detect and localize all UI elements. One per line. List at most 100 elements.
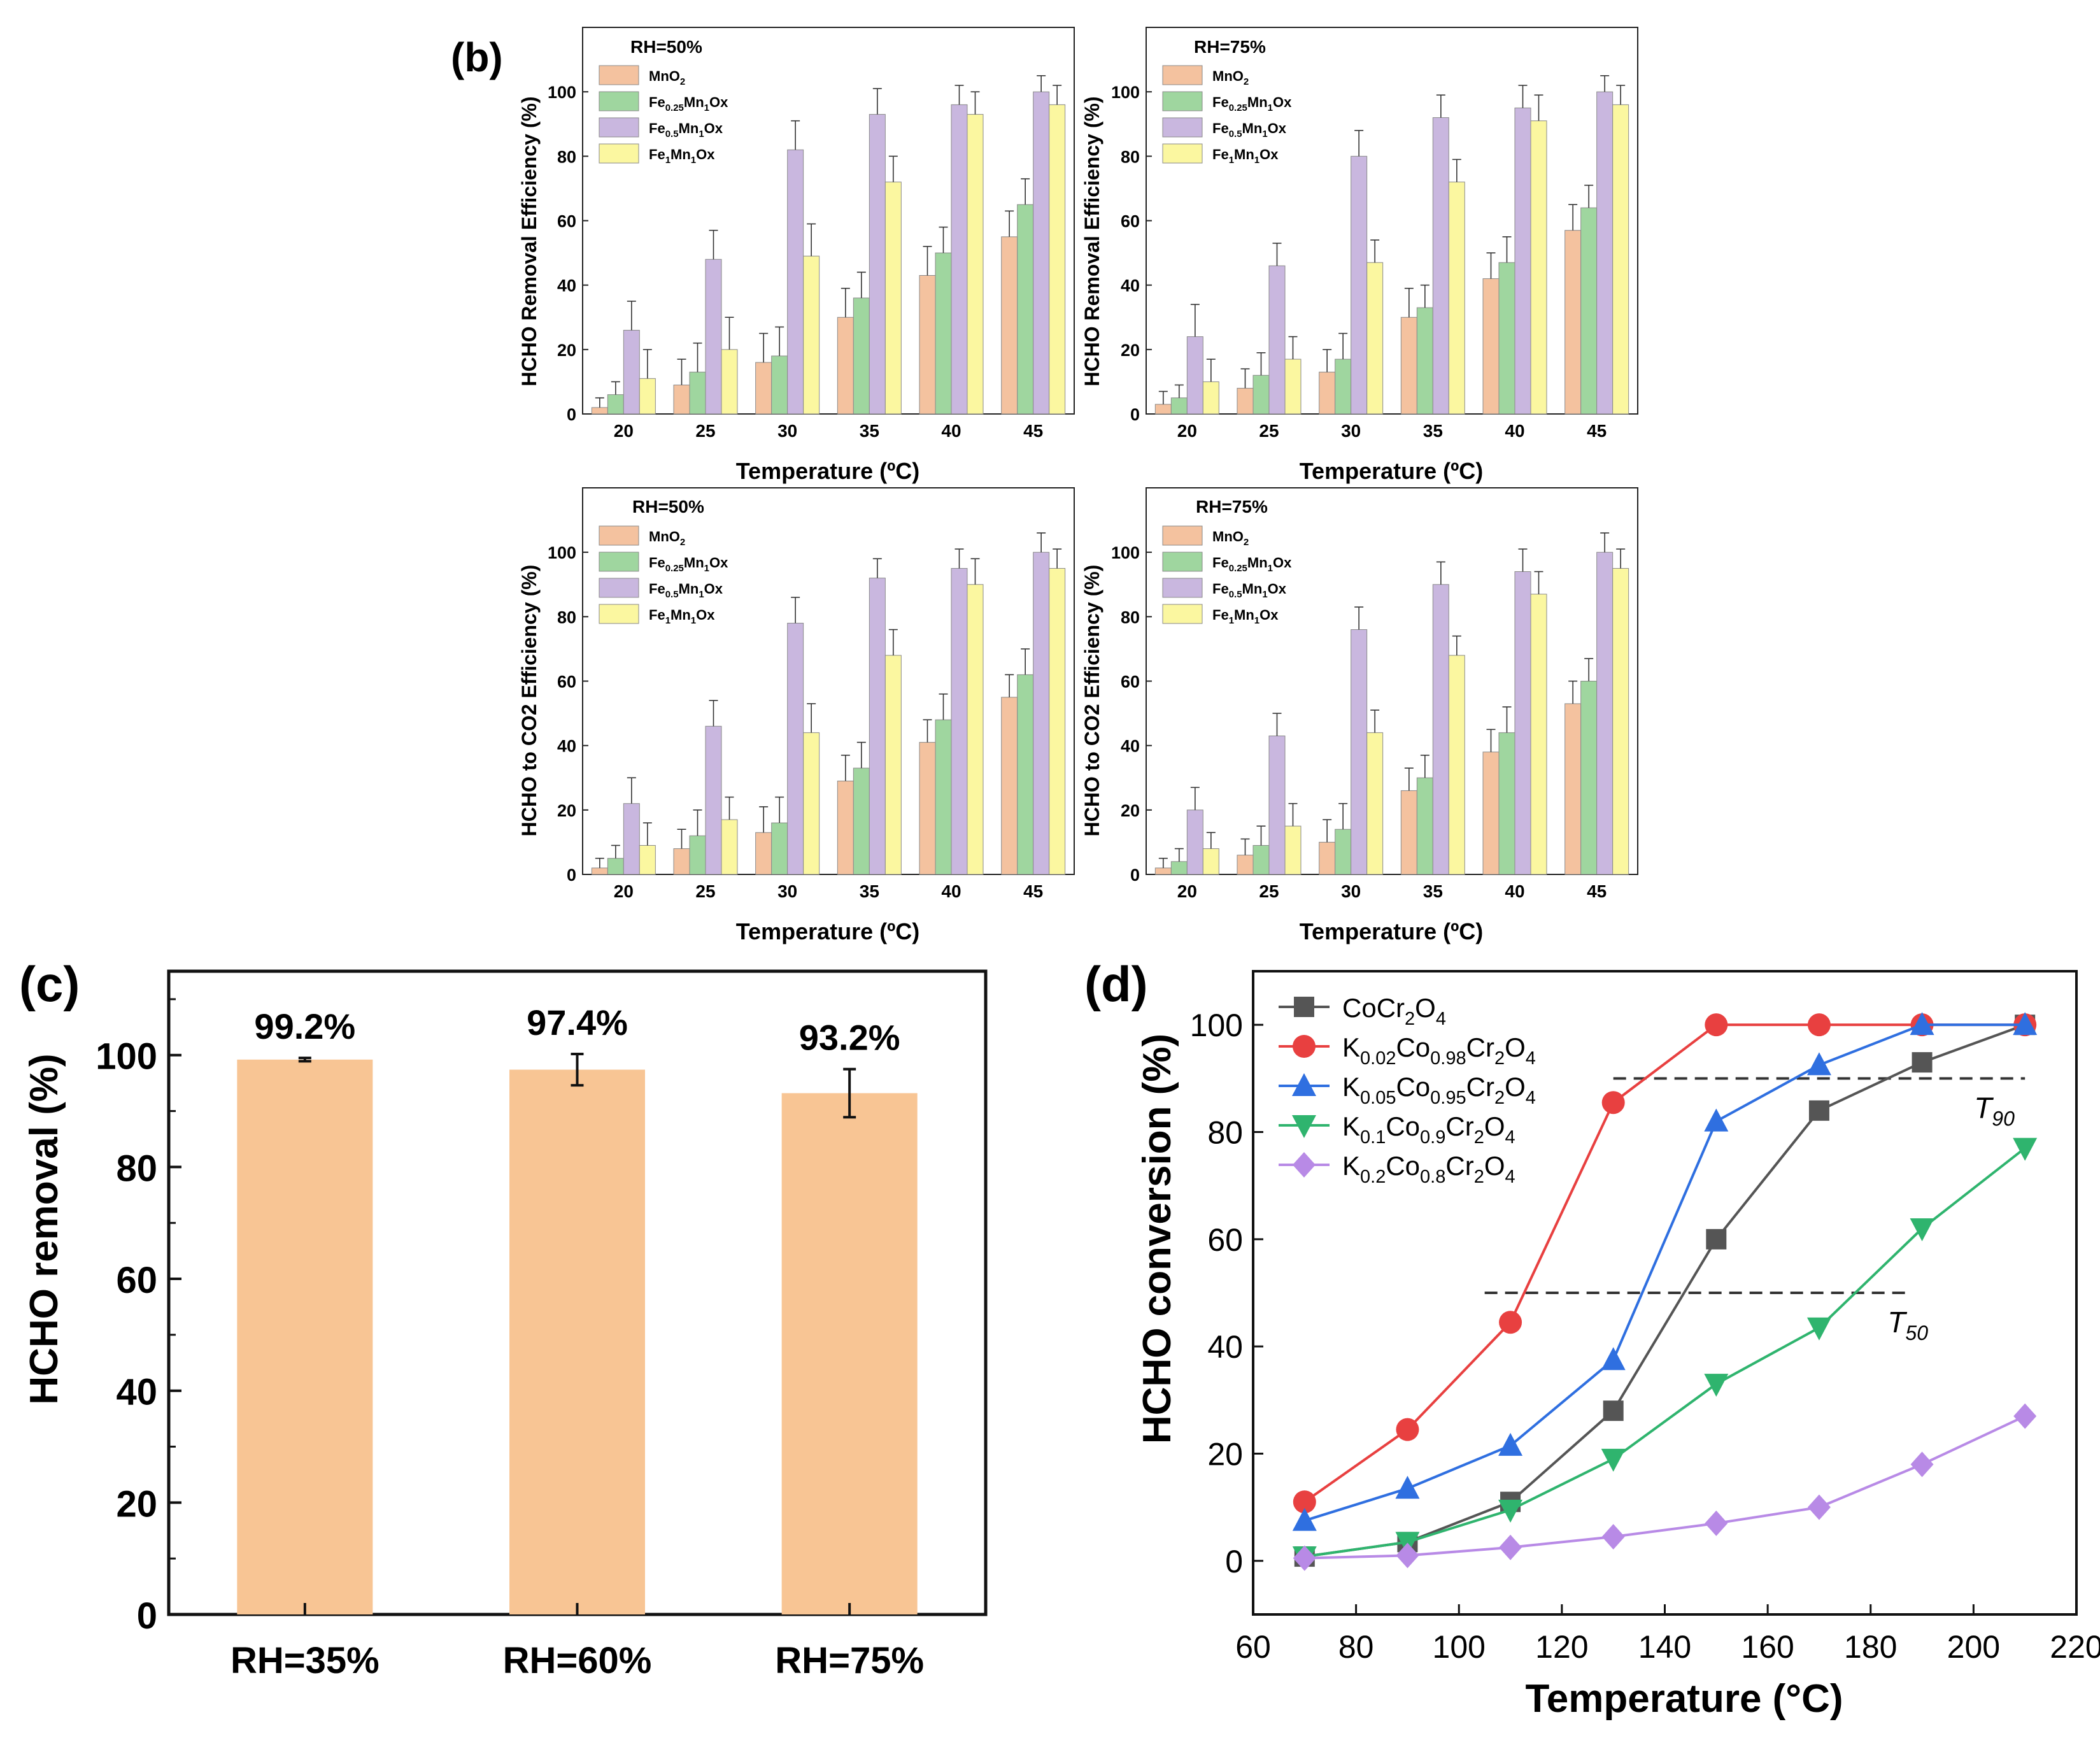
data-point xyxy=(1706,1229,1727,1250)
chart-b-co2-rh75: RH=75% Temperature (ºC) HCHO to CO2 Effi… xyxy=(1081,487,1638,944)
bar xyxy=(1580,681,1598,875)
bar xyxy=(1284,359,1302,415)
bar xyxy=(1416,777,1433,875)
data-point xyxy=(1292,1507,1317,1531)
legend-swatch xyxy=(1162,525,1203,546)
y-tick-label: 40 xyxy=(1121,276,1140,296)
bar xyxy=(1001,697,1018,875)
legend-label: Fe0.5​Mn1​Ox xyxy=(649,120,723,139)
x-axis-title: Temperature (ºC) xyxy=(736,458,920,484)
bar xyxy=(781,1093,918,1614)
y-tick-label: 20 xyxy=(557,341,576,360)
y-axis-title: HCHO removal (%) xyxy=(22,1053,66,1404)
y-tick-label: 80 xyxy=(1207,1115,1243,1151)
bar xyxy=(803,255,820,415)
bar xyxy=(1596,91,1614,415)
bar xyxy=(1335,829,1352,875)
x-tick-label: 80 xyxy=(1338,1629,1374,1665)
legend-swatch xyxy=(1162,578,1203,598)
bar xyxy=(1564,703,1582,875)
legend-swatch xyxy=(1162,117,1203,138)
bar xyxy=(721,349,738,415)
data-point xyxy=(1293,1545,1316,1571)
bar xyxy=(935,719,952,875)
bar xyxy=(884,655,902,875)
bar xyxy=(1237,388,1254,415)
y-tick-label: 0 xyxy=(567,865,576,885)
legend-label: Fe1​Mn1​Ox xyxy=(1212,607,1279,626)
reference-label: T90 xyxy=(1974,1091,2015,1130)
bar xyxy=(1001,236,1018,415)
bar xyxy=(1366,732,1384,875)
bar xyxy=(623,329,640,415)
legend-label: Fe0.25​Mn1​Ox xyxy=(649,555,728,574)
legend-label: Fe1​Mn1​Ox xyxy=(1212,146,1279,166)
x-tick-label: 60 xyxy=(1235,1629,1271,1665)
legend-swatch xyxy=(1162,143,1203,164)
legend-label: CoCr2​O4​ xyxy=(1342,993,1446,1029)
legend-swatch xyxy=(599,525,639,546)
x-tick-label: 40 xyxy=(941,421,961,441)
bar xyxy=(787,622,804,875)
y-tick-label: 0 xyxy=(137,1595,157,1637)
bar xyxy=(1400,790,1417,875)
x-tick-label: 25 xyxy=(695,421,715,441)
y-axis-title: HCHO to CO2 Efficiency (%) xyxy=(518,565,541,837)
bar xyxy=(869,578,886,875)
bar xyxy=(1580,207,1598,415)
bar xyxy=(1049,567,1066,875)
y-tick-label: 40 xyxy=(1207,1329,1243,1365)
bar xyxy=(1564,230,1582,415)
x-tick-label: 100 xyxy=(1433,1629,1486,1665)
bar xyxy=(771,355,788,415)
bar xyxy=(951,104,968,415)
legend-label: MnO2​ xyxy=(1212,529,1249,548)
legend-label: K0.2​Co0.8​Cr2​O4​ xyxy=(1342,1151,1515,1187)
y-tick-label: 60 xyxy=(557,673,576,692)
x-tick-label: 140 xyxy=(1638,1629,1691,1665)
y-tick-label: 80 xyxy=(1121,608,1140,627)
bar xyxy=(623,803,640,875)
legend-marker xyxy=(1292,1073,1316,1096)
bar xyxy=(787,149,804,415)
bar xyxy=(673,384,690,415)
panel-label-d: (d) xyxy=(1084,956,1148,1012)
x-axis-title: Temperature (ºC) xyxy=(1300,918,1484,944)
bar xyxy=(639,378,656,415)
y-tick-label: 40 xyxy=(116,1372,157,1413)
x-tick-label: 20 xyxy=(1177,421,1197,441)
data-point xyxy=(1499,1311,1522,1334)
bar xyxy=(1154,404,1172,415)
y-tick-label: 40 xyxy=(557,737,576,756)
y-tick-label: 0 xyxy=(1130,865,1140,885)
x-tick-label: 35 xyxy=(860,421,879,441)
data-point xyxy=(1293,1490,1316,1514)
legend-label: Fe0.5​Mn1​Ox xyxy=(649,581,723,600)
y-tick-label: 60 xyxy=(1121,212,1140,231)
y-axis-title: HCHO to CO2 Efficiency (%) xyxy=(1081,565,1103,837)
bar xyxy=(837,317,854,415)
reference-label: T50 xyxy=(1887,1306,1928,1344)
legend-swatch xyxy=(1162,65,1203,85)
bar xyxy=(1268,735,1286,875)
data-point xyxy=(1498,1499,1523,1523)
bar xyxy=(1498,732,1515,875)
data-point xyxy=(1910,1012,1934,1036)
legend-marker xyxy=(1293,1152,1316,1178)
data-point xyxy=(1910,1218,1934,1241)
bar xyxy=(607,858,624,875)
y-tick-label: 0 xyxy=(567,405,576,424)
x-tick-label: 45 xyxy=(1023,421,1043,441)
bar xyxy=(1335,359,1352,415)
x-tick-label: 45 xyxy=(1023,881,1043,901)
bar xyxy=(705,259,722,415)
x-tick-label: 30 xyxy=(1341,881,1361,901)
legend-swatch xyxy=(1162,604,1203,624)
bar xyxy=(1017,204,1034,415)
bar xyxy=(607,394,624,415)
x-tick-label: 30 xyxy=(777,421,797,441)
legend-label: K0.1​Co0.9​Cr2​O4​ xyxy=(1342,1111,1515,1148)
legend-swatch xyxy=(1162,552,1203,572)
legend-label: Fe1​Mn1​Ox xyxy=(649,607,715,626)
legend-label: Fe0.25​Mn1​Ox xyxy=(649,94,728,113)
